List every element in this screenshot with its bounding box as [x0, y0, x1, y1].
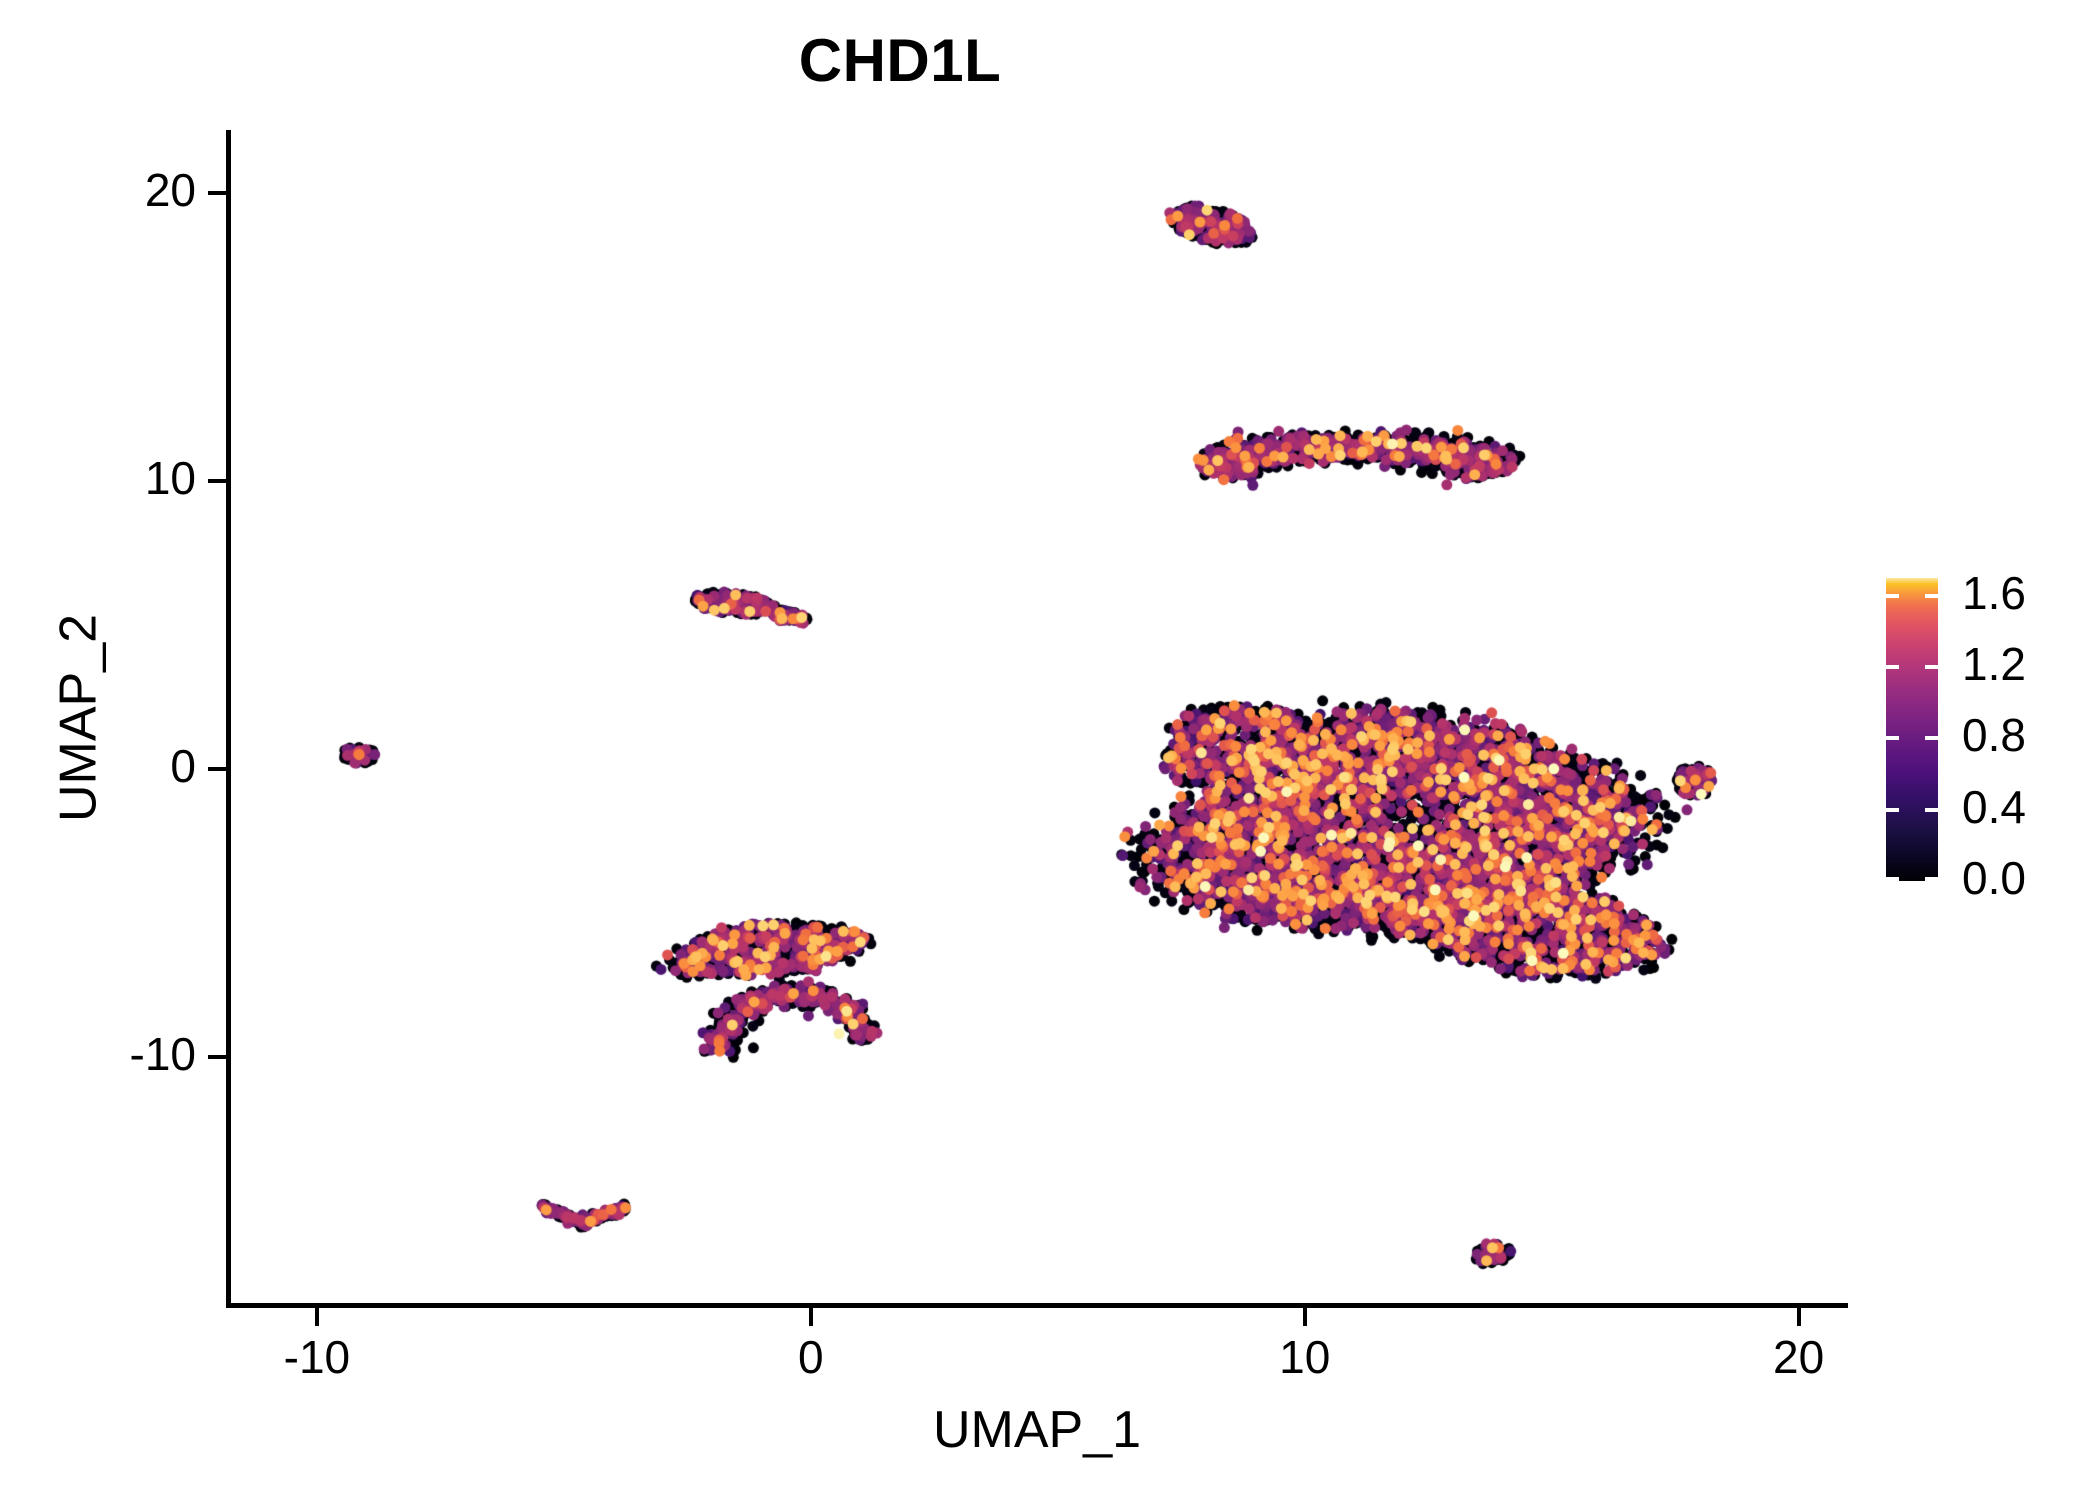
colorbar-tick-mark — [1886, 736, 1899, 741]
y-tick-label: -10 — [129, 1028, 196, 1081]
y-tick-label: 10 — [144, 452, 196, 505]
y-tick-mark — [208, 1055, 226, 1060]
colorbar-tick-label: 0.8 — [1962, 709, 2026, 762]
colorbar-tick-mark — [1886, 877, 1899, 881]
y-tick-mark — [208, 767, 226, 772]
colorbar-tick-mark — [1925, 736, 1938, 741]
x-tick-mark — [1796, 1308, 1801, 1326]
colorbar-tick-label: 0.4 — [1962, 780, 2026, 833]
scatter-plot-canvas — [228, 130, 1848, 1305]
y-tick-label: 0 — [170, 740, 196, 793]
colorbar-tick-mark — [1925, 877, 1938, 881]
colorbar-tick-mark — [1925, 665, 1938, 670]
colorbar-tick-mark — [1925, 593, 1938, 598]
colorbar-tick-mark — [1925, 807, 1938, 812]
x-tick-label: 20 — [1773, 1331, 1825, 1383]
y-axis-line — [226, 130, 231, 1305]
colorbar-tick-mark — [1886, 807, 1899, 812]
x-tick-label: -10 — [283, 1331, 351, 1383]
colorbar-tick-mark — [1886, 593, 1899, 598]
colorbar-gradient — [1886, 578, 1938, 881]
x-axis-title: UMAP_1 — [932, 1401, 1142, 1459]
colorbar-tick-label: 1.2 — [1962, 638, 2026, 691]
colorbar-tick-label: 0.0 — [1962, 852, 2026, 904]
y-tick-mark — [208, 191, 226, 196]
colorbar-tick-label: 1.6 — [1962, 566, 2026, 619]
x-tick-mark — [808, 1308, 813, 1326]
x-tick-mark — [314, 1308, 319, 1326]
x-tick-mark — [1302, 1308, 1307, 1326]
colorbar-tick-mark — [1886, 665, 1899, 670]
page-title: CHD1L — [798, 27, 1002, 94]
x-tick-label: 0 — [798, 1331, 824, 1383]
x-axis-line — [226, 1303, 1848, 1308]
x-tick-label: 10 — [1279, 1331, 1331, 1383]
y-tick-mark — [208, 479, 226, 484]
y-tick-label: 20 — [144, 164, 196, 217]
colorbar-legend: 0.0 0.4 0.8 1.2 1.6 — [1886, 570, 2086, 901]
y-axis-title: UMAP_2 — [49, 613, 108, 823]
